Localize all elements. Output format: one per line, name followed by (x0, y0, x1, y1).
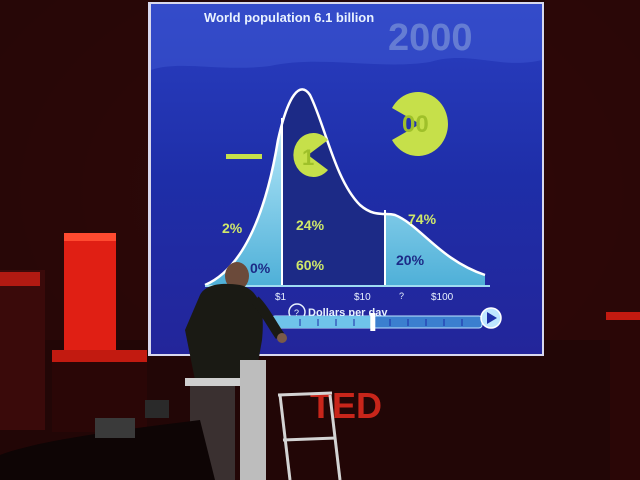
right-table-top (606, 312, 640, 320)
year-watermark: 2000 (388, 17, 473, 59)
slide-title: World population 6.1 billion (204, 10, 374, 25)
tick-100-dollar: $100 (431, 292, 454, 303)
presenter-arm (251, 296, 285, 339)
pct-left-top: 2% (222, 220, 243, 236)
timeline-handle[interactable] (370, 313, 376, 331)
ted-logo: TED (310, 385, 382, 426)
foreground-silhouette (0, 420, 215, 480)
left-light (0, 272, 40, 286)
coin-100-label: 00 (402, 111, 429, 138)
pct-mid-top: 24% (296, 217, 325, 233)
coin-100-dollar: 00 (392, 92, 448, 156)
ted-logo-text: TED (310, 385, 382, 426)
pct-right-top: 74% (408, 211, 437, 227)
laptop (95, 418, 135, 438)
stepladder (277, 391, 342, 480)
red-pedestal (64, 233, 116, 351)
play-icon[interactable] (487, 312, 497, 324)
tick-10-dollar: $10 (354, 292, 371, 303)
tick-1-dollar: $1 (275, 292, 287, 303)
presenter-hand (277, 333, 287, 343)
presenter (185, 262, 287, 380)
pct-right-bottom: 20% (396, 252, 425, 268)
tick-unknown: ? (399, 291, 404, 301)
podium-side (240, 360, 266, 480)
pct-mid-bottom: 60% (296, 257, 325, 273)
pedestal-base (52, 350, 147, 362)
timeline-slider[interactable] (271, 313, 483, 331)
red-pedestal-top (64, 233, 116, 241)
legend-dash (226, 154, 262, 159)
presenter-head (225, 262, 249, 290)
play-button[interactable] (480, 307, 502, 329)
coin-1-label: 1 (302, 145, 314, 170)
cloud-band (151, 4, 542, 70)
monitor (145, 400, 169, 418)
podium-top (185, 378, 240, 386)
curve-outline (204, 88, 486, 287)
timeline-fill (272, 316, 373, 328)
presenter-body (185, 283, 263, 380)
left-structure (0, 270, 45, 430)
right-table (610, 318, 640, 480)
coin-1-dollar: 1 (293, 133, 328, 178)
axis-info-glyph: ? (294, 308, 299, 318)
pct-left-bottom: 0% (250, 260, 271, 276)
